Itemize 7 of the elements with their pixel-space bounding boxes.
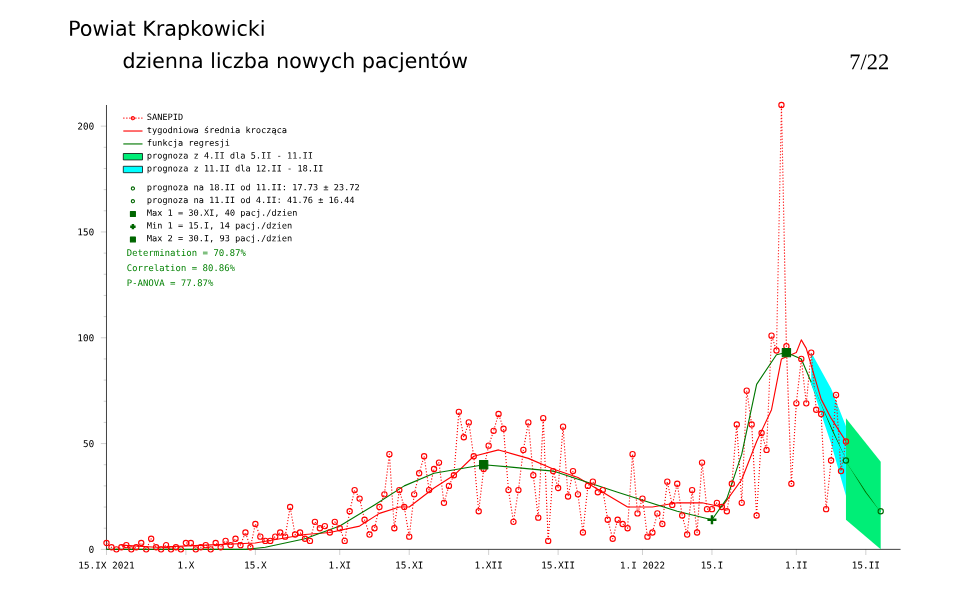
text: 7/22 [850, 53, 888, 69]
point [781, 347, 792, 357]
point [478, 459, 489, 469]
chart-title: Powiat Krapkowicki [70, 19, 264, 40]
chart-subtitle: dzienna liczba nowych pacjentów [123, 51, 468, 72]
point [842, 456, 850, 464]
point [877, 507, 884, 515]
